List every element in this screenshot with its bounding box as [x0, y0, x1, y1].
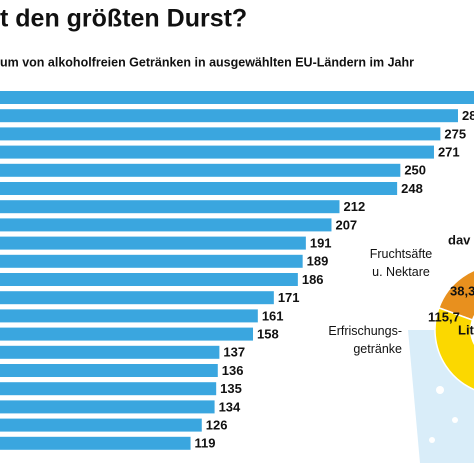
bar [0, 418, 202, 432]
value-label: 191 [310, 236, 332, 251]
value-label: 189 [307, 254, 329, 269]
pie-center-label: Lit [458, 322, 474, 337]
value-label: 212 [343, 199, 365, 214]
bar [0, 400, 215, 414]
pie-slice [437, 269, 474, 322]
bar [0, 182, 398, 195]
bar [0, 309, 258, 323]
value-label: 134 [219, 399, 241, 414]
bar [0, 127, 441, 141]
value-label: 126 [206, 418, 228, 433]
value-label: 186 [302, 272, 324, 287]
chart-subtitle: um von alkoholfreien Getränken in ausgew… [0, 55, 414, 69]
value-label: 119 [195, 436, 216, 451]
value-label: 135 [220, 381, 242, 396]
bar [0, 345, 220, 359]
value-label: 250 [404, 163, 426, 178]
value-label: 161 [262, 308, 284, 323]
bar [0, 273, 298, 286]
pie-value-label: 115,7 [428, 309, 460, 324]
bar [0, 327, 254, 341]
pie-category-label: Erfrischungs-getränke [328, 324, 402, 356]
value-label: 248 [401, 181, 423, 196]
value-label: 275 [444, 126, 466, 141]
value-label: 158 [257, 327, 279, 342]
value-label: 171 [278, 290, 300, 305]
bubble [436, 386, 444, 394]
pie [434, 269, 474, 391]
bar [0, 364, 218, 377]
value-label: 137 [223, 345, 245, 360]
bar [0, 291, 274, 305]
value-label: 286 [462, 108, 474, 123]
bar [0, 163, 401, 177]
value-label: 271 [438, 145, 460, 160]
pie-title: dav [448, 232, 471, 247]
pie-hole [470, 315, 474, 345]
bar [0, 436, 191, 450]
chart-title: t den größten Durst? [0, 5, 247, 33]
bar [0, 236, 306, 250]
bubble [452, 417, 458, 423]
bar [0, 382, 217, 396]
bar [0, 200, 340, 214]
bar [0, 218, 332, 232]
bubble [429, 437, 435, 443]
value-label: 136 [222, 363, 244, 378]
pie-slice [434, 306, 474, 391]
bar [0, 109, 458, 123]
bar [0, 254, 303, 268]
pie-category-label: Fruchtsäfte u. Nektare [370, 247, 433, 279]
value-label: 207 [335, 217, 357, 232]
bar [0, 91, 474, 104]
pie-value-label: 38,3 [450, 283, 474, 298]
bar [0, 145, 434, 159]
